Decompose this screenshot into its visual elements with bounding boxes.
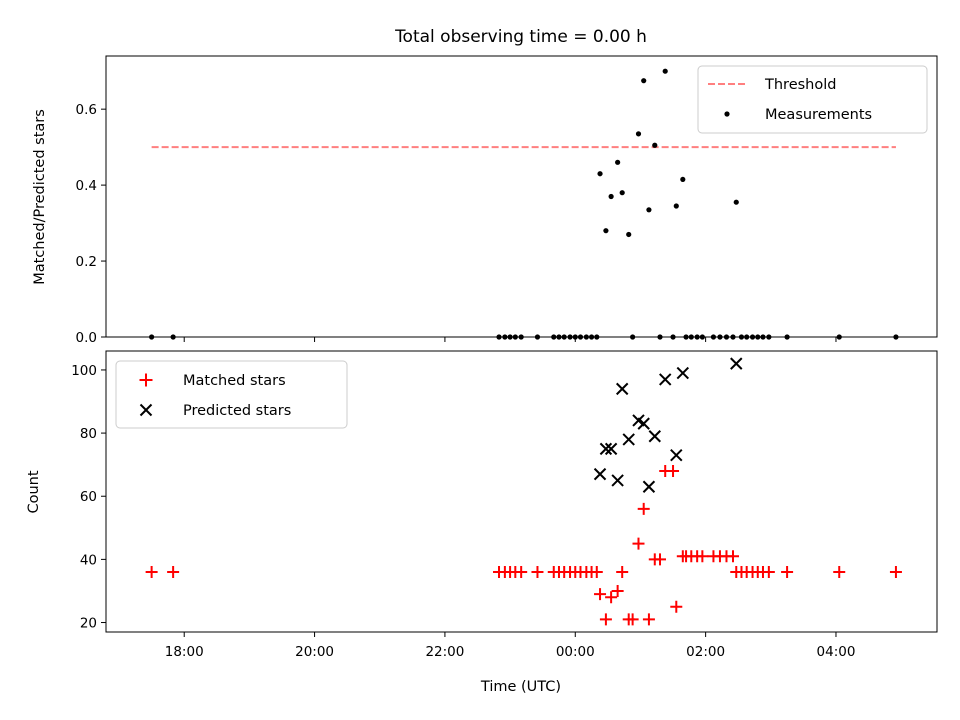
predicted-star-point [599, 442, 613, 456]
top-y-axis-label: Matched/Predicted stars [32, 109, 48, 285]
matched-star-point [670, 600, 683, 613]
predicted-star-point [648, 430, 661, 443]
matched-star-point [833, 566, 846, 579]
matched-star-point [889, 566, 902, 579]
matched-star-point [667, 464, 680, 477]
predicted-star-point [637, 417, 650, 430]
bottom-legend-box [115, 360, 348, 429]
x-axis-label: Time (UTC) [480, 679, 561, 695]
x-tick-label: 00:00 [556, 644, 595, 660]
bottom-y-tick-label: 40 [80, 552, 97, 568]
top-plot-frame [105, 55, 938, 338]
matched-star-point [594, 588, 607, 601]
matched-star-point [762, 566, 775, 579]
matched-star-point [726, 550, 739, 563]
predicted-star-point [593, 467, 607, 481]
legend-measurements-label: Measurements [765, 107, 872, 123]
matched-star-point [637, 502, 650, 515]
predicted-star-point [676, 366, 690, 380]
top-y-tick-label: 0.0 [76, 330, 97, 346]
measurement-point [646, 207, 652, 213]
x-tick-label: 04:00 [817, 644, 856, 660]
legend-threshold-label: Threshold [764, 77, 836, 93]
matched-star-point [145, 566, 158, 579]
predicted-star-point [659, 373, 672, 386]
matched-star-point [590, 566, 603, 579]
matched-star-point [611, 584, 624, 597]
measurement-point [615, 159, 621, 165]
legend-matched-label: Matched stars [183, 373, 286, 389]
bottom-panel: 20 40 60 80 100 18:00 20:00 22:00 00:00 02:00 04:… [26, 350, 938, 695]
matched-star-point [599, 613, 612, 626]
predicted-star-point [622, 433, 635, 446]
matched-star-point [781, 566, 794, 579]
x-tick-label: 02:00 [686, 644, 725, 660]
matched-star-point [626, 613, 639, 626]
matched-star-point [632, 537, 645, 550]
top-y-tick-label: 0.4 [76, 178, 97, 194]
matched-star-point [605, 591, 618, 604]
top-legend-box [697, 65, 928, 134]
matched-star-point [531, 566, 544, 579]
bottom-y-tick-label: 80 [80, 426, 97, 442]
bottom-y-axis-label: Count [26, 470, 42, 513]
measurement-point [603, 228, 609, 234]
bottom-legend: Matched stars Predicted stars [115, 360, 348, 429]
chart-title: Total observing time = 0.00 h [394, 27, 647, 47]
measurement-point [641, 78, 647, 84]
measurement-point [635, 131, 642, 137]
top-legend: Threshold Measurements [697, 65, 928, 134]
x-tick-label: 18:00 [165, 644, 204, 660]
top-panel: 0.0 0.2 0.4 0.6 Matched/Predicted stars Thr… [32, 55, 938, 346]
matched-star-point [642, 613, 655, 626]
measurement-point [733, 199, 739, 205]
measurement-point [673, 203, 679, 209]
predicted-star-point [604, 442, 618, 456]
matched-star-point [654, 553, 666, 566]
predicted-star-point [730, 357, 743, 370]
measurement-point [626, 231, 632, 238]
legend-predicted-swatch [139, 403, 153, 417]
measurement-point [662, 68, 668, 74]
bottom-y-tick-label: 20 [80, 616, 97, 632]
x-tick-label: 20:00 [295, 644, 334, 660]
top-y-tick-label: 0.6 [76, 102, 97, 118]
predicted-star-point [670, 448, 683, 462]
matched-star-point [616, 566, 629, 579]
predicted-star-point [615, 382, 629, 396]
predicted-star-point [611, 474, 624, 487]
legend-predicted-label: Predicted stars [183, 403, 291, 419]
bottom-plot-frame [105, 350, 938, 633]
measurement-point [652, 142, 658, 148]
predicted-star-point [642, 480, 656, 493]
legend-matched-swatch [139, 373, 153, 387]
top-y-tick-label: 0.2 [76, 254, 97, 270]
bottom-y-tick-label: 60 [80, 489, 97, 505]
matched-star-point [696, 550, 709, 563]
matched-star-point [167, 566, 180, 579]
bottom-y-tick-label: 100 [71, 363, 97, 379]
measurement-point [608, 193, 614, 200]
matched-star-point [515, 566, 528, 579]
measurement-point [597, 171, 603, 177]
legend-measurements-swatch [724, 111, 730, 117]
measurement-point [680, 176, 686, 183]
measurement-point [619, 190, 625, 196]
x-tick-label: 22:00 [425, 644, 464, 660]
